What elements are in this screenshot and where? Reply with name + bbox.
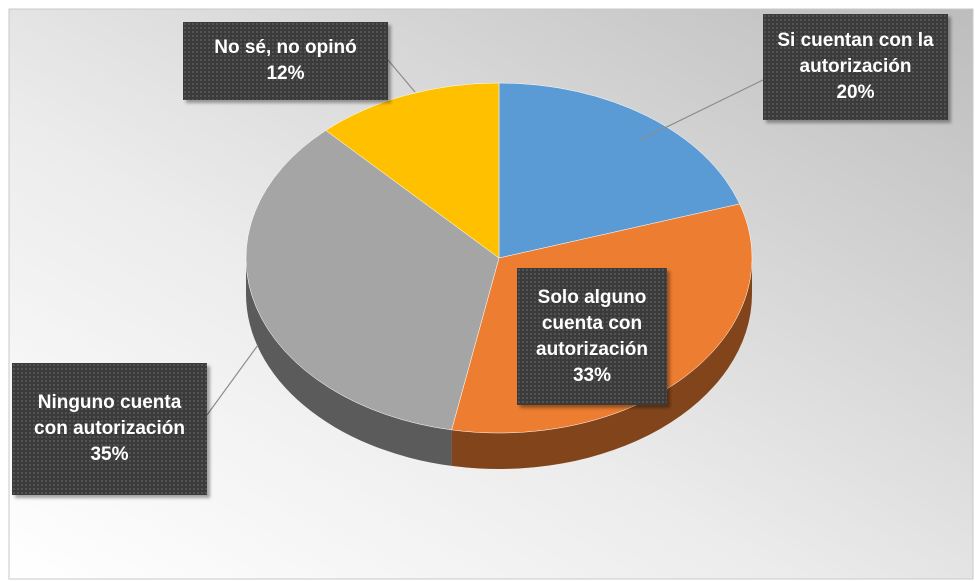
- data-label: Solo alguno cuenta con autorización 33%: [517, 268, 667, 405]
- slice: [498, 82, 740, 259]
- label-category: No sé, no opinó: [214, 37, 357, 58]
- data-label: No sé, no opinó 12%: [183, 22, 388, 100]
- label-category: Solo alguno cuenta con autorización: [536, 286, 648, 360]
- slice: [245, 130, 500, 431]
- data-label: Si cuentan con la autorización 20%: [763, 14, 948, 120]
- slice-side: [246, 258, 452, 466]
- data-label: Ninguno cuenta con autorización 35%: [12, 363, 207, 495]
- label-category: Ninguno cuenta con autorización: [34, 392, 185, 439]
- label-value: 20%: [836, 82, 875, 103]
- label-value: 12%: [266, 63, 305, 84]
- slice-side: [451, 258, 752, 469]
- label-value: 35%: [90, 444, 129, 465]
- leader-line: [206, 344, 259, 416]
- leader-line: [387, 59, 416, 93]
- slice: [325, 82, 500, 259]
- label-category: Si cuentan con la autorización: [777, 30, 934, 77]
- leader-line: [639, 79, 764, 141]
- label-value: 33%: [572, 364, 612, 386]
